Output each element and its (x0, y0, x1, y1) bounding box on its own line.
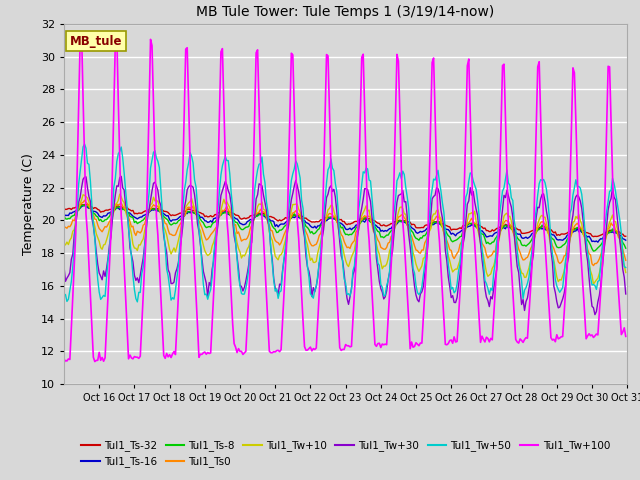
Tul1_Ts-16 (60, 211, 68, 217)
Line: Tul1_Ts-8: Tul1_Ts-8 (64, 205, 626, 251)
Title: MB Tule Tower: Tule Temps 1 (3/19/14-now): MB Tule Tower: Tule Temps 1 (3/19/14-now… (196, 5, 495, 19)
Tul1_Ts0 (351, 238, 358, 243)
Tul1_Ts-8 (351, 228, 358, 234)
Tul1_Ts-8 (60, 214, 68, 219)
Text: MB_tule: MB_tule (70, 35, 122, 48)
Line: Tul1_Tw+30: Tul1_Tw+30 (64, 176, 626, 314)
Tul1_Tw+50 (79, 144, 87, 150)
Tul1_Ts-8 (462, 225, 470, 230)
Tul1_Ts0 (60, 224, 68, 229)
Tul1_Tw+30 (591, 312, 599, 317)
Tul1_Ts-32 (546, 227, 554, 233)
Tul1_Ts-32 (351, 219, 358, 225)
Tul1_Tw+30 (351, 268, 358, 274)
Line: Tul1_Ts-16: Tul1_Ts-16 (64, 205, 626, 242)
Tul1_Tw+10 (622, 270, 630, 276)
Tul1_Ts-16 (81, 203, 88, 208)
Tul1_Ts-16 (462, 225, 470, 230)
Tul1_Ts-16 (622, 237, 630, 243)
Tul1_Tw+30 (117, 173, 125, 179)
Legend: Tul1_Ts-32, Tul1_Ts-16, Tul1_Ts-8, Tul1_Ts0, Tul1_Tw+10, Tul1_Tw+30, Tul1_Tw+50,: Tul1_Ts-32, Tul1_Ts-16, Tul1_Ts-8, Tul1_… (77, 436, 614, 471)
Tul1_Tw+100 (546, 312, 554, 318)
Tul1_Tw+100 (351, 290, 358, 296)
Tul1_Tw+10 (589, 281, 597, 287)
Tul1_Tw+10 (620, 263, 628, 268)
Tul1_Tw+100 (99, 355, 106, 360)
Tul1_Ts-32 (620, 233, 628, 239)
Tul1_Ts-32 (60, 205, 68, 211)
Line: Tul1_Ts0: Tul1_Ts0 (64, 200, 626, 265)
Tul1_Ts-32 (462, 222, 470, 228)
Line: Tul1_Tw+50: Tul1_Tw+50 (64, 144, 626, 302)
Tul1_Ts-16 (620, 236, 628, 242)
Tul1_Tw+50 (134, 299, 141, 305)
Tul1_Ts-32 (79, 202, 87, 208)
Tul1_Ts0 (79, 200, 87, 205)
Tul1_Ts-16 (594, 240, 602, 245)
Tul1_Tw+10 (546, 236, 554, 241)
Tul1_Tw+30 (546, 228, 554, 234)
Tul1_Ts-16 (351, 225, 358, 230)
Tul1_Tw+100 (622, 334, 630, 339)
Tul1_Tw+50 (620, 264, 628, 269)
Tul1_Tw+50 (81, 141, 88, 147)
Tul1_Tw+10 (79, 192, 87, 198)
Tul1_Ts-8 (589, 248, 597, 254)
Tul1_Tw+100 (78, 31, 86, 36)
Tul1_Tw+10 (116, 192, 124, 197)
Tul1_Ts-16 (79, 203, 87, 209)
Tul1_Ts-32 (84, 202, 92, 207)
Tul1_Tw+100 (462, 119, 470, 125)
Line: Tul1_Ts-32: Tul1_Ts-32 (64, 204, 626, 237)
Y-axis label: Temperature (C): Temperature (C) (22, 153, 35, 255)
Tul1_Ts-32 (622, 233, 630, 239)
Tul1_Ts-8 (546, 230, 554, 236)
Tul1_Tw+30 (97, 273, 104, 279)
Tul1_Ts0 (620, 252, 628, 258)
Tul1_Ts0 (99, 229, 106, 235)
Tul1_Ts0 (81, 197, 88, 203)
Tul1_Tw+30 (462, 218, 470, 224)
Tul1_Ts-16 (546, 229, 554, 235)
Tul1_Ts-8 (99, 218, 106, 224)
Tul1_Tw+30 (622, 291, 630, 297)
Tul1_Ts-32 (589, 234, 597, 240)
Tul1_Ts0 (546, 233, 554, 239)
Tul1_Tw+50 (352, 247, 360, 252)
Tul1_Tw+100 (619, 329, 627, 335)
Tul1_Tw+30 (79, 176, 87, 182)
Tul1_Tw+30 (60, 264, 68, 269)
Tul1_Tw+50 (99, 295, 106, 300)
Tul1_Ts-8 (81, 202, 88, 208)
Tul1_Tw+50 (60, 291, 68, 297)
Line: Tul1_Tw+100: Tul1_Tw+100 (64, 34, 626, 362)
Tul1_Tw+10 (462, 226, 470, 232)
Tul1_Ts0 (589, 263, 597, 268)
Tul1_Ts0 (622, 257, 630, 263)
Tul1_Tw+10 (351, 247, 358, 253)
Tul1_Tw+50 (547, 236, 555, 241)
Tul1_Ts-8 (622, 245, 630, 251)
Tul1_Ts-16 (99, 215, 106, 220)
Tul1_Ts-32 (99, 209, 106, 215)
Tul1_Ts-8 (79, 203, 87, 208)
Tul1_Tw+50 (622, 264, 630, 270)
Tul1_Tw+30 (620, 275, 628, 280)
Tul1_Tw+100 (60, 360, 68, 365)
Tul1_Tw+10 (60, 241, 68, 247)
Line: Tul1_Tw+10: Tul1_Tw+10 (64, 194, 626, 284)
Tul1_Tw+10 (97, 245, 104, 251)
Tul1_Ts-8 (620, 242, 628, 248)
Tul1_Tw+50 (463, 190, 471, 196)
Tul1_Tw+100 (81, 153, 88, 159)
Tul1_Ts0 (462, 225, 470, 230)
